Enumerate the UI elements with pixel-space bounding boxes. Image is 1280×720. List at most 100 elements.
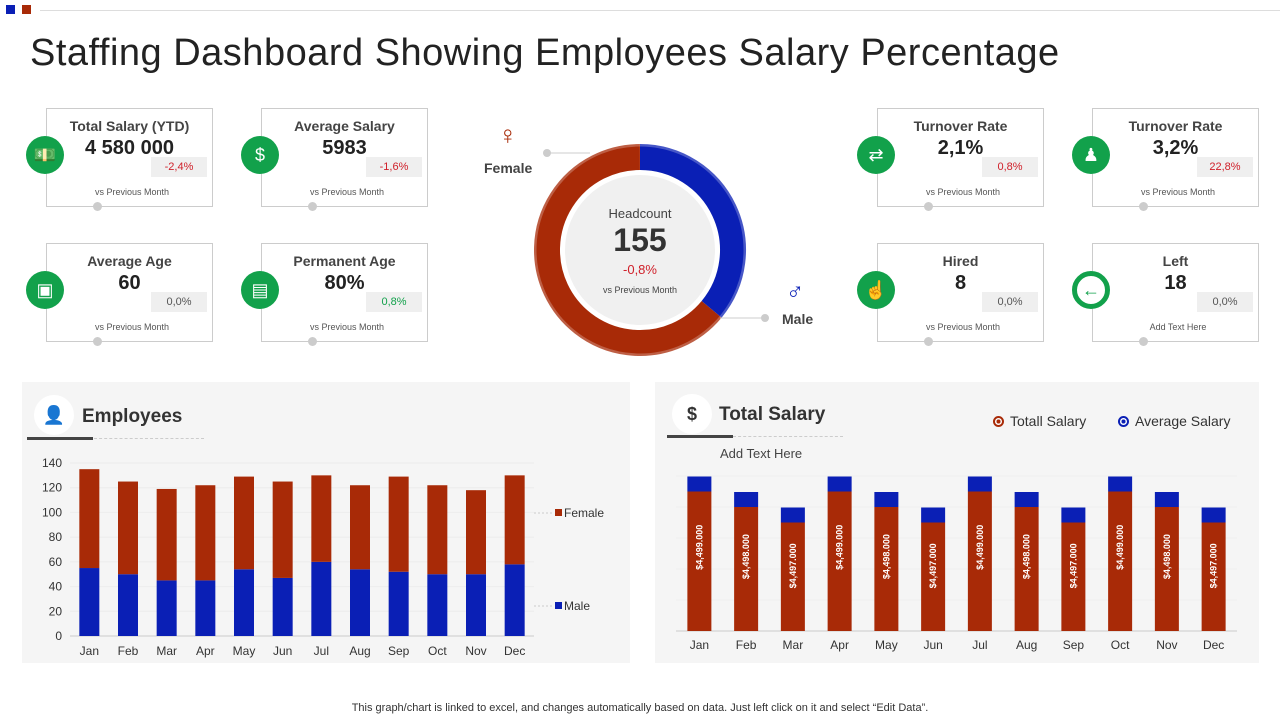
kpi-card: Permanent Age 80% 0,8% vs Previous Month — [261, 243, 428, 346]
bar-average-salary — [780, 507, 805, 523]
bar-data-label: $4,497.000 — [1068, 543, 1078, 588]
bar-average-salary — [1108, 476, 1133, 492]
bar-total-salary — [921, 522, 946, 631]
x-tick-label: Oct — [1111, 638, 1130, 652]
x-tick-label: Jun — [273, 644, 292, 658]
y-tick-label: 100 — [42, 505, 62, 519]
kpi-note: vs Previous Month — [309, 187, 385, 197]
y-tick-label: 0 — [55, 629, 62, 643]
x-tick-label: May — [875, 638, 898, 652]
bar-female — [466, 490, 486, 575]
bar-male — [388, 571, 409, 636]
y-tick-label: 140 — [42, 456, 62, 470]
x-tick-label: Apr — [196, 644, 215, 658]
kpi-dot — [308, 202, 317, 211]
x-tick-label: Sep — [388, 644, 410, 658]
bar-total-salary — [1154, 507, 1179, 631]
bar-average-salary — [921, 507, 946, 523]
page-title: Staffing Dashboard Showing Employees Sal… — [30, 32, 1060, 74]
bar-female — [427, 485, 448, 575]
bar-average-salary — [734, 492, 759, 507]
male-leader-dot — [761, 314, 769, 322]
kpi-change-badge: -2,4% — [151, 157, 207, 177]
bar-data-label: $4,498.000 — [1022, 534, 1032, 579]
kpi-value: 2,1% — [937, 137, 984, 159]
bar-total-salary — [1061, 522, 1086, 631]
bar-female — [79, 469, 100, 569]
bar-data-label: $4,497.000 — [1209, 543, 1219, 588]
bar-male — [234, 569, 254, 636]
bar-data-label: $4,497.000 — [788, 543, 798, 588]
kpi-dot — [924, 337, 933, 346]
kpi-card: Average Salary 5983 -1,6% vs Previous Mo… — [261, 108, 428, 211]
legend-label-female: Female — [564, 506, 604, 520]
headcount-change: -0,8% — [623, 262, 657, 277]
coin-hands-icon: $ — [241, 136, 279, 174]
kpi-dot — [93, 202, 102, 211]
legend-label: Average Salary — [1135, 413, 1231, 429]
female-label: Female — [484, 160, 533, 176]
x-tick-label: Mar — [156, 644, 177, 658]
salary-subtitle: Add Text Here — [720, 446, 803, 461]
kpi-title: Average Salary — [294, 118, 395, 134]
title-underline — [27, 437, 93, 440]
donut-male-segment — [639, 144, 746, 318]
kpi-note: vs Previous Month — [309, 322, 385, 332]
x-tick-label: Aug — [349, 644, 370, 658]
legend-label: Totall Salary — [1010, 413, 1087, 429]
x-tick-label: Jan — [690, 638, 709, 652]
kpi-note: vs Previous Month — [1140, 187, 1216, 197]
x-tick-label: Jan — [80, 644, 99, 658]
bar-data-label: $4,497.000 — [928, 543, 938, 588]
kpi-dot — [1139, 202, 1148, 211]
kpi-change-badge: 0,8% — [982, 157, 1038, 177]
male-icon: ♂ — [786, 278, 804, 305]
kpi-value: 4 580 000 — [85, 137, 174, 159]
bar-female — [234, 476, 254, 570]
kpi-card: Turnover Rate 3,2% 22,8% vs Previous Mon… — [1092, 108, 1259, 211]
bar-average-salary — [967, 476, 992, 492]
y-tick-label: 60 — [49, 555, 63, 569]
total-salary-title: Total Salary — [719, 404, 826, 425]
donut-female-segment — [534, 144, 722, 356]
x-tick-label: May — [233, 644, 256, 658]
y-tick-label: 120 — [42, 481, 62, 495]
bar-male — [272, 577, 293, 636]
legend-marker-male — [555, 602, 562, 609]
total-salary-chart[interactable]: $4,499.000Jan$4,498.000Feb$4,497.000Mar$… — [655, 382, 1259, 663]
bar-data-label: $4,499.000 — [694, 525, 704, 570]
bar-total-salary — [827, 491, 852, 631]
bar-male — [350, 569, 370, 636]
kpi-title: Hired — [942, 253, 979, 269]
money-hand-icon: 💵 — [26, 136, 64, 174]
bar-female — [388, 476, 409, 572]
kpi-note: vs Previous Month — [925, 187, 1001, 197]
bar-total-salary — [874, 507, 899, 631]
bar-data-label: $4,498.000 — [881, 534, 891, 579]
legend-marker-red — [993, 415, 1004, 427]
kpi-dot — [1139, 337, 1148, 346]
x-tick-label: Nov — [465, 644, 486, 658]
bar-male — [195, 580, 216, 636]
x-tick-label: Dec — [504, 644, 525, 658]
x-tick-label: Feb — [736, 638, 757, 652]
kpi-card: Average Age 60 0,0% vs Previous Month — [46, 243, 213, 346]
bar-total-salary — [687, 491, 712, 631]
bar-average-salary — [1014, 492, 1039, 507]
kpi-note: Add Text Here — [1149, 322, 1207, 332]
kpi-change-badge: -1,6% — [366, 157, 422, 177]
kpi-note: vs Previous Month — [94, 187, 170, 197]
female-icon: ♀ — [498, 120, 518, 150]
bar-data-label: $4,498.000 — [741, 534, 751, 579]
total-salary-panel: $ Total Salary Add Text Here Totall Sala… — [655, 382, 1259, 663]
x-tick-label: Jun — [923, 638, 942, 652]
kpi-card: Hired 8 0,0% vs Previous Month — [877, 243, 1044, 346]
bar-male — [156, 580, 177, 636]
x-tick-label: Nov — [1156, 638, 1177, 652]
legend-average-salary[interactable]: Average Salary — [1118, 413, 1230, 429]
org-chart-icon: ♟ — [1072, 136, 1110, 174]
employees-chart[interactable]: 0 20 40 60 80 100 120 140 Jan Feb Mar Apr May Jun Jul A… — [22, 382, 630, 663]
legend-total-salary[interactable]: Totall Salary — [993, 413, 1086, 429]
bar-data-label: $4,498.000 — [1162, 534, 1172, 579]
x-tick-label: Oct — [428, 644, 447, 658]
